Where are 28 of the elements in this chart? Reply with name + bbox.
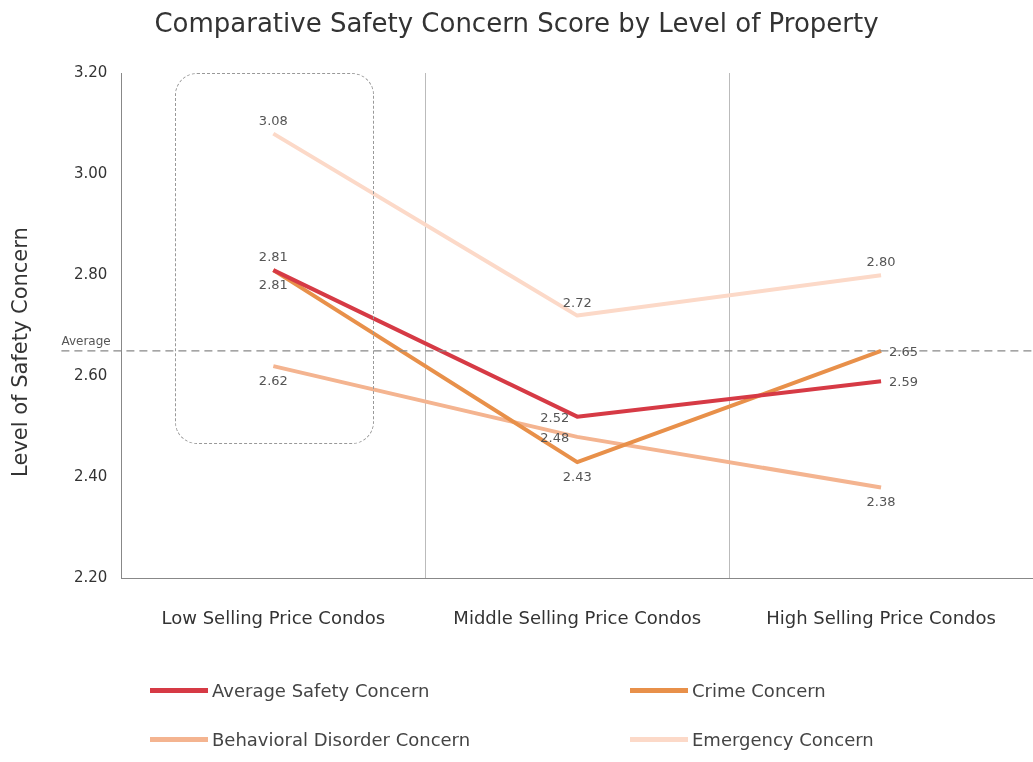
data-label: 2.81	[258, 249, 288, 265]
y-axis-title: Level of Safety Concern	[8, 226, 32, 479]
y-tick-label: 2.80	[73, 265, 108, 284]
y-tick-label: 2.60	[73, 366, 108, 385]
legend-label: Behavioral Disorder Concern	[212, 729, 471, 750]
chart-title: Comparative Safety Concern Score by Level of Property	[153, 8, 880, 38]
data-label: 2.38	[866, 494, 896, 510]
legend-label: Emergency Concern	[692, 729, 874, 750]
data-label: 2.65	[889, 343, 919, 359]
data-label: 2.59	[889, 374, 919, 390]
x-tick-label: High Selling Price Condos	[766, 606, 996, 628]
x-tick-label: Low Selling Price Condos	[161, 606, 386, 628]
data-label: 2.43	[562, 469, 592, 485]
data-label: 2.80	[866, 254, 896, 270]
data-label: 2.62	[258, 373, 288, 389]
ref-line-label: Average	[61, 333, 111, 348]
y-tick-label: 3.00	[73, 163, 108, 182]
data-label: 3.08	[258, 112, 288, 128]
y-tick-label: 2.20	[73, 568, 108, 587]
x-tick-label: Middle Selling Price Condos	[453, 606, 702, 628]
data-label: 2.48	[540, 429, 570, 445]
legend-label: Crime Concern	[692, 680, 826, 701]
data-label: 2.72	[562, 294, 592, 310]
data-label: 2.81	[258, 277, 288, 293]
legend-label: Average Safety Concern	[212, 680, 430, 701]
y-tick-label: 2.40	[73, 467, 108, 486]
data-label: 2.52	[540, 409, 570, 425]
y-tick-label: 3.20	[73, 62, 108, 81]
